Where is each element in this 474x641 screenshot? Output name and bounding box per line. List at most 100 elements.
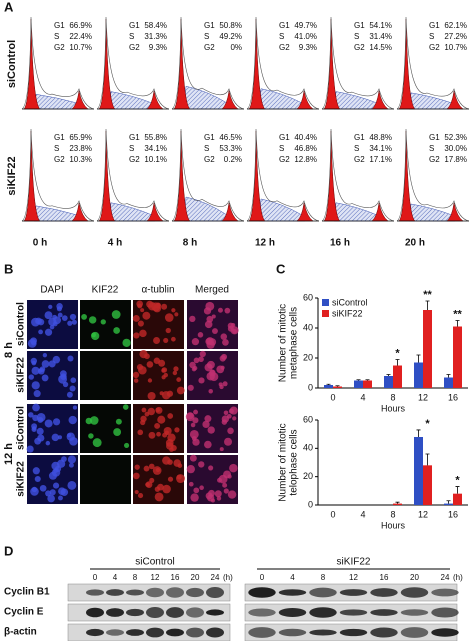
cell (69, 313, 77, 321)
histogram-g2 (221, 90, 239, 110)
bar (384, 376, 393, 388)
y-tick-label: 20 (303, 471, 313, 481)
band (146, 587, 164, 598)
panel-label: A (4, 0, 14, 14)
row-label: siKIF22 (6, 156, 18, 195)
phase-value: 27.2% (444, 32, 467, 41)
band (370, 627, 398, 638)
time-label: 12 h (255, 238, 275, 249)
cell (33, 390, 41, 398)
phase-label: G2 (429, 43, 440, 52)
band (86, 628, 104, 637)
group-label: siControl (135, 557, 174, 568)
histogram-outline (246, 128, 320, 222)
error-bar (446, 374, 451, 378)
cell (189, 315, 196, 323)
phase-label: G1 (54, 133, 65, 142)
panel-label: B (4, 261, 13, 276)
histogram-outline (96, 16, 170, 110)
cell (221, 419, 228, 425)
histogram-g2 (371, 90, 389, 110)
band (370, 588, 398, 597)
cell (207, 426, 215, 434)
phase-value: 17.1% (369, 155, 392, 164)
phase-label: G1 (204, 21, 215, 30)
phase-value: 23.8% (69, 144, 92, 153)
cell (42, 353, 48, 358)
cell (159, 391, 164, 396)
lane-label: 4 (113, 573, 118, 582)
histogram-outline (321, 128, 395, 222)
cell (52, 418, 61, 426)
cell (148, 463, 155, 470)
x-tick-label: 8 (390, 509, 395, 519)
histogram-outline (21, 16, 95, 110)
legend-swatch (322, 299, 329, 306)
cell (67, 455, 77, 464)
cell (132, 472, 140, 480)
bar (333, 386, 342, 388)
cell (113, 428, 122, 436)
bar (444, 503, 453, 505)
cell (48, 317, 57, 326)
phase-value: 9.3% (299, 43, 317, 52)
cell (89, 416, 99, 425)
bar (444, 377, 453, 388)
column-header: α-tublin (141, 285, 174, 296)
cell (186, 464, 195, 474)
error-bar (326, 383, 331, 385)
error-bar (356, 379, 361, 381)
cell (44, 311, 53, 320)
cell (31, 360, 37, 366)
phase-value: 10.7% (69, 43, 92, 52)
unit-label: (h) (453, 573, 463, 582)
histogram-outline (171, 16, 245, 110)
phase-label: G2 (129, 43, 140, 52)
cell (214, 490, 222, 498)
cell (176, 377, 182, 382)
phase-value: 52.3% (444, 133, 467, 142)
cell (208, 388, 213, 394)
phase-value: 46.8% (294, 144, 317, 153)
cell (39, 366, 46, 372)
lane-label: 8 (321, 573, 326, 582)
cell (229, 463, 238, 473)
phase-label: G1 (354, 21, 365, 30)
micrograph (80, 351, 131, 400)
time-label: 12 h (3, 443, 15, 465)
unit-label: (h) (223, 573, 233, 582)
phase-label: S (204, 32, 209, 41)
phase-label: S (354, 144, 359, 153)
micrograph (80, 455, 131, 504)
cell (52, 355, 61, 364)
phase-value: 53.3% (219, 144, 242, 153)
cell (189, 454, 197, 462)
cell (67, 355, 74, 362)
cell (145, 482, 150, 487)
phase-value: 31.4% (369, 32, 392, 41)
phase-value: 12.8% (294, 155, 317, 164)
cell (227, 490, 237, 499)
histogram-s (183, 196, 231, 222)
cell (222, 482, 228, 488)
phase-value: 10.1% (144, 155, 167, 164)
cell (133, 378, 139, 383)
x-axis-label: Hours (381, 520, 406, 530)
legend-swatch (322, 310, 329, 317)
cell (91, 331, 100, 341)
histogram-s (33, 205, 81, 222)
band (166, 607, 184, 618)
cell (161, 391, 171, 400)
cell (161, 367, 168, 373)
histogram-outline (396, 128, 470, 222)
cell (223, 488, 229, 494)
cell (223, 410, 229, 416)
phase-value: 34.1% (369, 144, 392, 153)
histogram-g2 (371, 202, 389, 222)
cell (202, 420, 210, 429)
phase-label: G2 (129, 155, 140, 164)
cell (134, 464, 140, 470)
cell (81, 314, 87, 320)
cell (56, 306, 62, 312)
cell (176, 474, 185, 483)
